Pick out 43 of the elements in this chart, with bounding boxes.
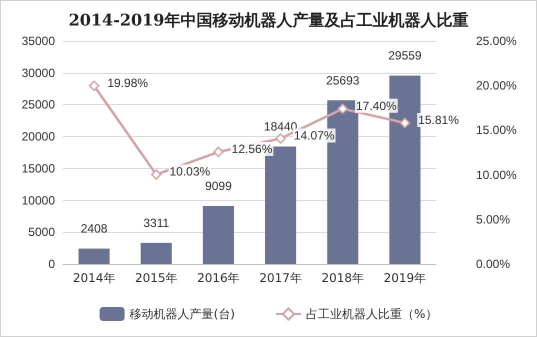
data-label: 9099 (205, 179, 232, 194)
point (151, 169, 162, 180)
y2-tick-label: 20.00% (476, 78, 518, 93)
data-label: 15.81% (418, 112, 460, 127)
y-tick-label: 0 (48, 257, 56, 271)
data-label: 3311 (143, 216, 170, 230)
x-tick-label: 2014年 (72, 271, 116, 285)
x-tick-label: 2018年 (321, 271, 364, 285)
y2-tick-label: 25.00% (476, 34, 518, 48)
y2-tick-label: 15.00% (476, 123, 518, 138)
y-tick-label: 25000 (22, 98, 56, 112)
x-tick-label: 2015年 (134, 271, 178, 285)
x-tick-label: 2017年 (259, 271, 302, 285)
point (213, 146, 224, 158)
x-tick-label: 2016年 (197, 271, 240, 285)
point (88, 80, 100, 92)
y2-tick-label: 10.00% (476, 168, 518, 182)
data-label: 17.40% (356, 98, 398, 113)
y-tick-label: 5000 (28, 225, 56, 240)
data-label: 12.56% (232, 142, 273, 156)
y-tick-label: 10000 (22, 193, 56, 208)
chart-title: 2014-2019年中国移动机器人产量及占工业机器人比重 (68, 10, 468, 30)
data-label: 25693 (326, 73, 360, 88)
legend-label: 移动机器人产量(台) (130, 307, 235, 321)
bar (140, 242, 172, 264)
y2-tick-label: 5.00% (476, 212, 510, 226)
x-tick-label: 2019年 (384, 271, 426, 285)
y2-tick-label: 0.00% (476, 257, 510, 271)
point (338, 104, 348, 114)
data-label: 29559 (388, 48, 422, 63)
y-tick-label: 30000 (22, 66, 56, 80)
bar (202, 206, 234, 264)
y-tick-label: 20000 (22, 130, 56, 144)
point (400, 118, 410, 128)
point (275, 133, 286, 144)
y-tick-label: 15000 (22, 161, 56, 176)
data-label: 14.07% (294, 128, 335, 142)
data-label: 2408 (80, 222, 108, 236)
data-label: 10.03% (170, 164, 211, 179)
legend-label: 占工业机器人比重（%） (306, 307, 438, 321)
data-label: 19.98% (107, 76, 148, 90)
y-tick-label: 35000 (22, 34, 56, 48)
bar (78, 248, 110, 264)
